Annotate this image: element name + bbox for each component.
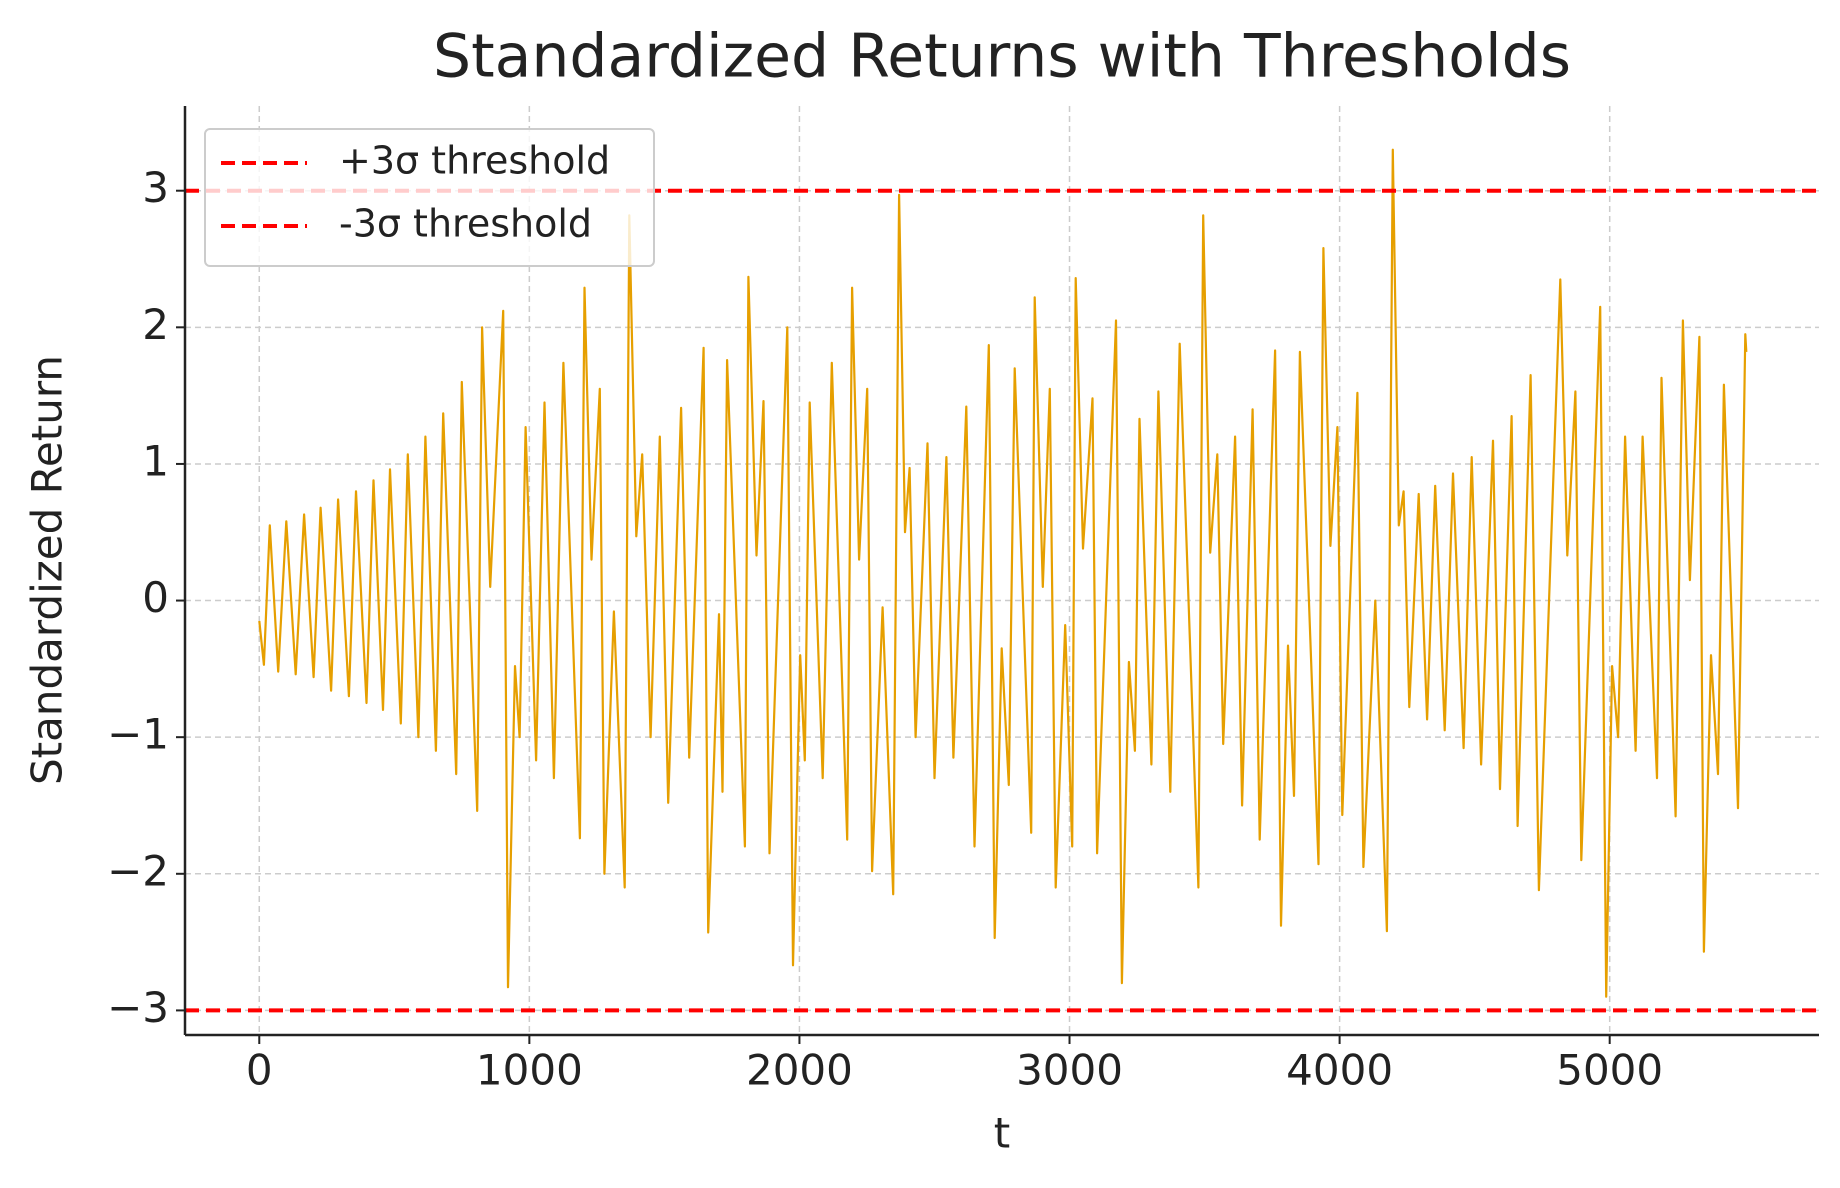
legend-box xyxy=(204,128,655,267)
x-tick-label: 2000 xyxy=(746,1046,853,1095)
legend-label: +3σ threshold xyxy=(339,139,610,183)
x-tick-label: 0 xyxy=(246,1046,273,1095)
x-axis-label: t xyxy=(994,1109,1010,1158)
y-tick-label: 2 xyxy=(142,300,169,349)
data-line xyxy=(258,148,1748,998)
x-tick-label: 1000 xyxy=(476,1046,583,1095)
y-tick-label: −1 xyxy=(107,710,169,759)
y-tick-label: 0 xyxy=(142,573,169,622)
x-tick-label: 3000 xyxy=(1016,1046,1123,1095)
y-tick-label: 1 xyxy=(142,436,169,485)
y-tick-label: −3 xyxy=(107,983,169,1032)
y-tick-label: 3 xyxy=(142,163,169,212)
legend-label: -3σ threshold xyxy=(339,202,592,246)
x-tick-label: 4000 xyxy=(1286,1046,1393,1095)
x-tick-label: 5000 xyxy=(1556,1046,1663,1095)
y-axis-label: Standardized Return xyxy=(23,355,72,785)
chart-title: Standardized Returns with Thresholds xyxy=(433,22,1571,92)
y-tick-label: −2 xyxy=(107,846,169,895)
